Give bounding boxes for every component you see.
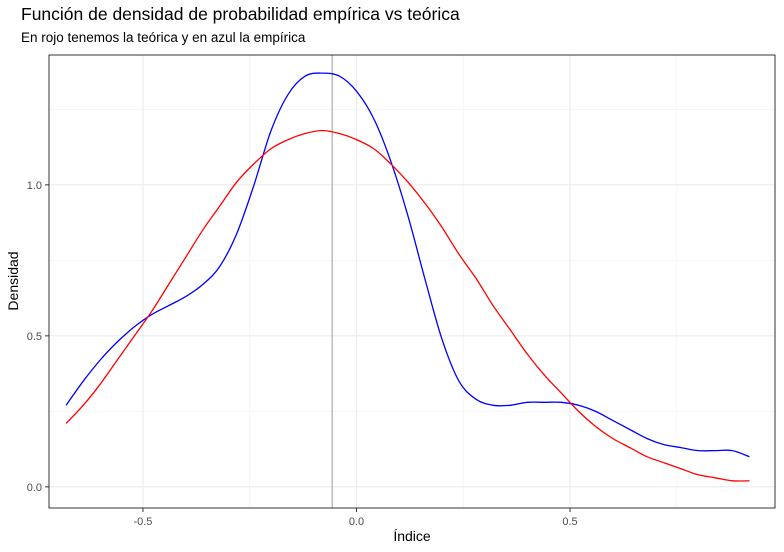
theoretical-density-line (65, 129, 750, 482)
x-axis-title: Índice (393, 528, 431, 544)
series-layer (65, 72, 750, 482)
axis-ticks: -0.5 0.0 0.5 0.0 0.5 1.0 (27, 180, 578, 528)
chart-title: Función de densidad de probabilidad empí… (21, 4, 460, 24)
plot-panel-border (48, 54, 776, 509)
y-tick-label: 1.0 (27, 180, 42, 192)
empirical-density-line (65, 72, 750, 458)
x-tick-label: 0.5 (562, 516, 577, 528)
y-axis-title: Densidad (5, 251, 21, 310)
grid-lines (49, 55, 775, 508)
y-tick-label: 0.5 (27, 331, 42, 343)
x-tick-label: 0.0 (349, 516, 364, 528)
chart-subtitle: En rojo tenemos la teórica y en azul la … (21, 30, 306, 45)
y-tick-label: 0.0 (27, 482, 42, 494)
x-tick-label: -0.5 (133, 516, 152, 528)
